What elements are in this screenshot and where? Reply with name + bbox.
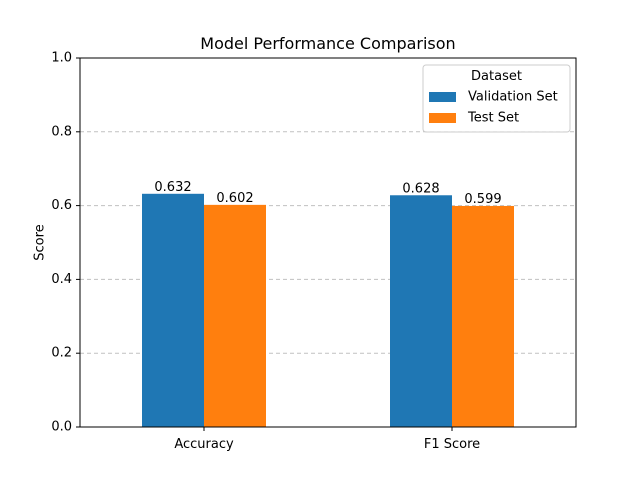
x-tick-label: Accuracy	[174, 437, 234, 452]
bar	[204, 204, 266, 427]
y-tick-label: 0.8	[51, 124, 72, 139]
legend-title: Dataset	[471, 69, 522, 84]
bar	[390, 195, 452, 427]
x-tick-label: F1 Score	[424, 437, 480, 452]
bar	[142, 193, 204, 427]
legend-label: Test Set	[467, 111, 519, 126]
plot-frame	[79, 57, 577, 428]
bars	[142, 193, 514, 427]
legend: Dataset Validation Set Test Set	[422, 64, 571, 133]
axes	[79, 57, 577, 428]
legend-swatch	[429, 92, 456, 102]
bar-value-label: 0.628	[402, 181, 439, 196]
bar-value-label: 0.599	[464, 192, 501, 207]
bar-value-labels: 0.632 0.602 0.628 0.599	[154, 180, 501, 207]
legend-label: Validation Set	[468, 90, 558, 105]
bar-value-label: 0.602	[216, 191, 253, 206]
chart-title: Model Performance Comparison	[200, 34, 455, 53]
y-tick-label: 0.6	[51, 198, 72, 213]
bar	[452, 205, 514, 427]
y-tick-label: 0.4	[51, 272, 72, 287]
y-tick-label: 0.2	[51, 346, 72, 361]
legend-swatch	[429, 113, 456, 123]
y-tick-label: 0.0	[51, 420, 72, 435]
legend-box	[422, 64, 571, 133]
bar-value-label: 0.632	[154, 180, 191, 195]
y-axis-label: Score	[33, 224, 48, 260]
ticks: 0.0 0.2 0.4 0.6 0.8 1.0 Accuracy F1 Score	[51, 51, 480, 453]
y-tick-label: 1.0	[51, 51, 72, 66]
legend-items: Validation Set Test Set	[429, 90, 558, 126]
